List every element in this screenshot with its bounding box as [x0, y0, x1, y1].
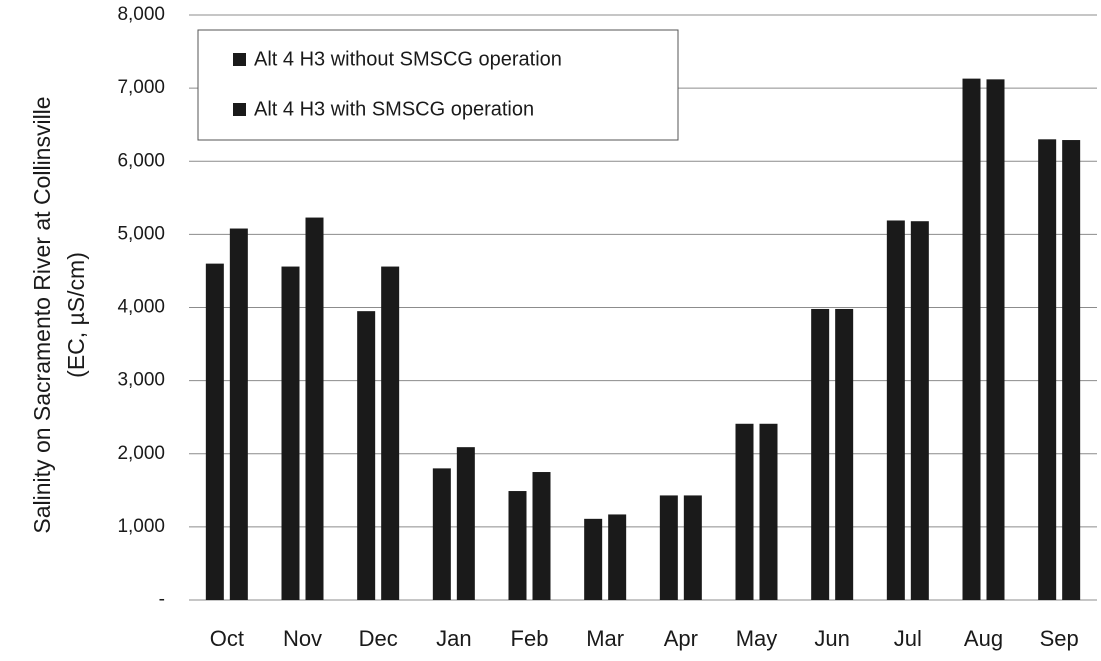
- y-axis-label: (EC, µS/cm): [63, 252, 89, 378]
- bar: [281, 266, 300, 600]
- legend-swatch: [233, 103, 246, 116]
- x-tick-label: May: [736, 626, 778, 651]
- bar: [910, 221, 929, 600]
- bar: [886, 220, 905, 600]
- y-tick-label: 5,000: [117, 223, 165, 244]
- bar: [735, 423, 754, 600]
- bar: [659, 495, 678, 600]
- bar: [1062, 140, 1081, 600]
- x-tick-label: Apr: [664, 626, 698, 651]
- bar: [305, 217, 324, 600]
- bar: [432, 468, 451, 600]
- legend-box: [197, 29, 679, 141]
- y-tick-label: 8,000: [117, 4, 165, 25]
- x-tick-label: Aug: [964, 626, 1003, 651]
- bar: [532, 472, 551, 600]
- x-tick-label: Feb: [511, 626, 549, 651]
- bar: [229, 228, 248, 600]
- x-tick-label: Mar: [586, 626, 624, 651]
- y-tick-label: -: [159, 589, 165, 610]
- bar: [608, 514, 627, 600]
- bar: [381, 266, 400, 600]
- x-tick-label: Jun: [814, 626, 849, 651]
- bar: [357, 311, 376, 600]
- x-tick-label: Oct: [210, 626, 244, 651]
- y-tick-label: 4,000: [117, 297, 165, 318]
- bar: [205, 263, 224, 600]
- x-tick-label: Dec: [359, 626, 398, 651]
- y-tick-label: 7,000: [117, 77, 165, 98]
- bar: [584, 518, 603, 600]
- y-axis-label: Salinity on Sacramento River at Collinsv…: [29, 96, 55, 533]
- y-tick-label: 1,000: [117, 516, 165, 537]
- bar: [759, 423, 778, 600]
- legend-label: Alt 4 H3 with SMSCG operation: [254, 98, 534, 120]
- legend-label: Alt 4 H3 without SMSCG operation: [254, 48, 562, 70]
- legend-swatch: [233, 53, 246, 66]
- y-tick-label: 3,000: [117, 370, 165, 391]
- bar: [962, 78, 981, 600]
- y-tick-label: 6,000: [117, 150, 165, 171]
- x-tick-label: Sep: [1040, 626, 1079, 651]
- bar: [986, 79, 1005, 601]
- bar: [683, 495, 702, 600]
- bar: [811, 308, 830, 600]
- bar: [508, 491, 527, 600]
- x-tick-label: Jul: [894, 626, 922, 651]
- bar: [456, 447, 475, 600]
- bar: [835, 308, 854, 600]
- x-tick-label: Jan: [436, 626, 471, 651]
- x-tick-label: Nov: [283, 626, 322, 651]
- y-tick-label: 2,000: [117, 443, 165, 464]
- bar: [1038, 139, 1057, 600]
